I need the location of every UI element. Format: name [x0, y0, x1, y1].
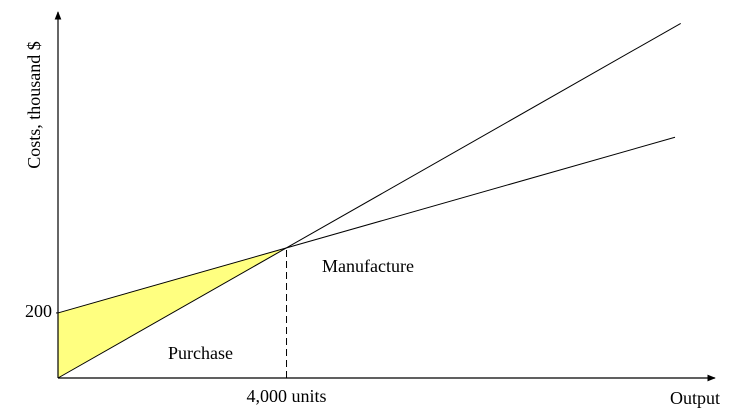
y-axis-label: Costs, thousand $ — [24, 41, 44, 169]
line — [57, 22, 681, 379]
line — [57, 136, 676, 314]
annotation: Manufacture — [322, 256, 414, 276]
annotation: Purchase — [168, 343, 233, 363]
x-tick-label: 4,000 units — [247, 386, 327, 406]
y-tick-label: 200 — [25, 301, 52, 321]
x-axis-label: Output — [670, 388, 720, 408]
